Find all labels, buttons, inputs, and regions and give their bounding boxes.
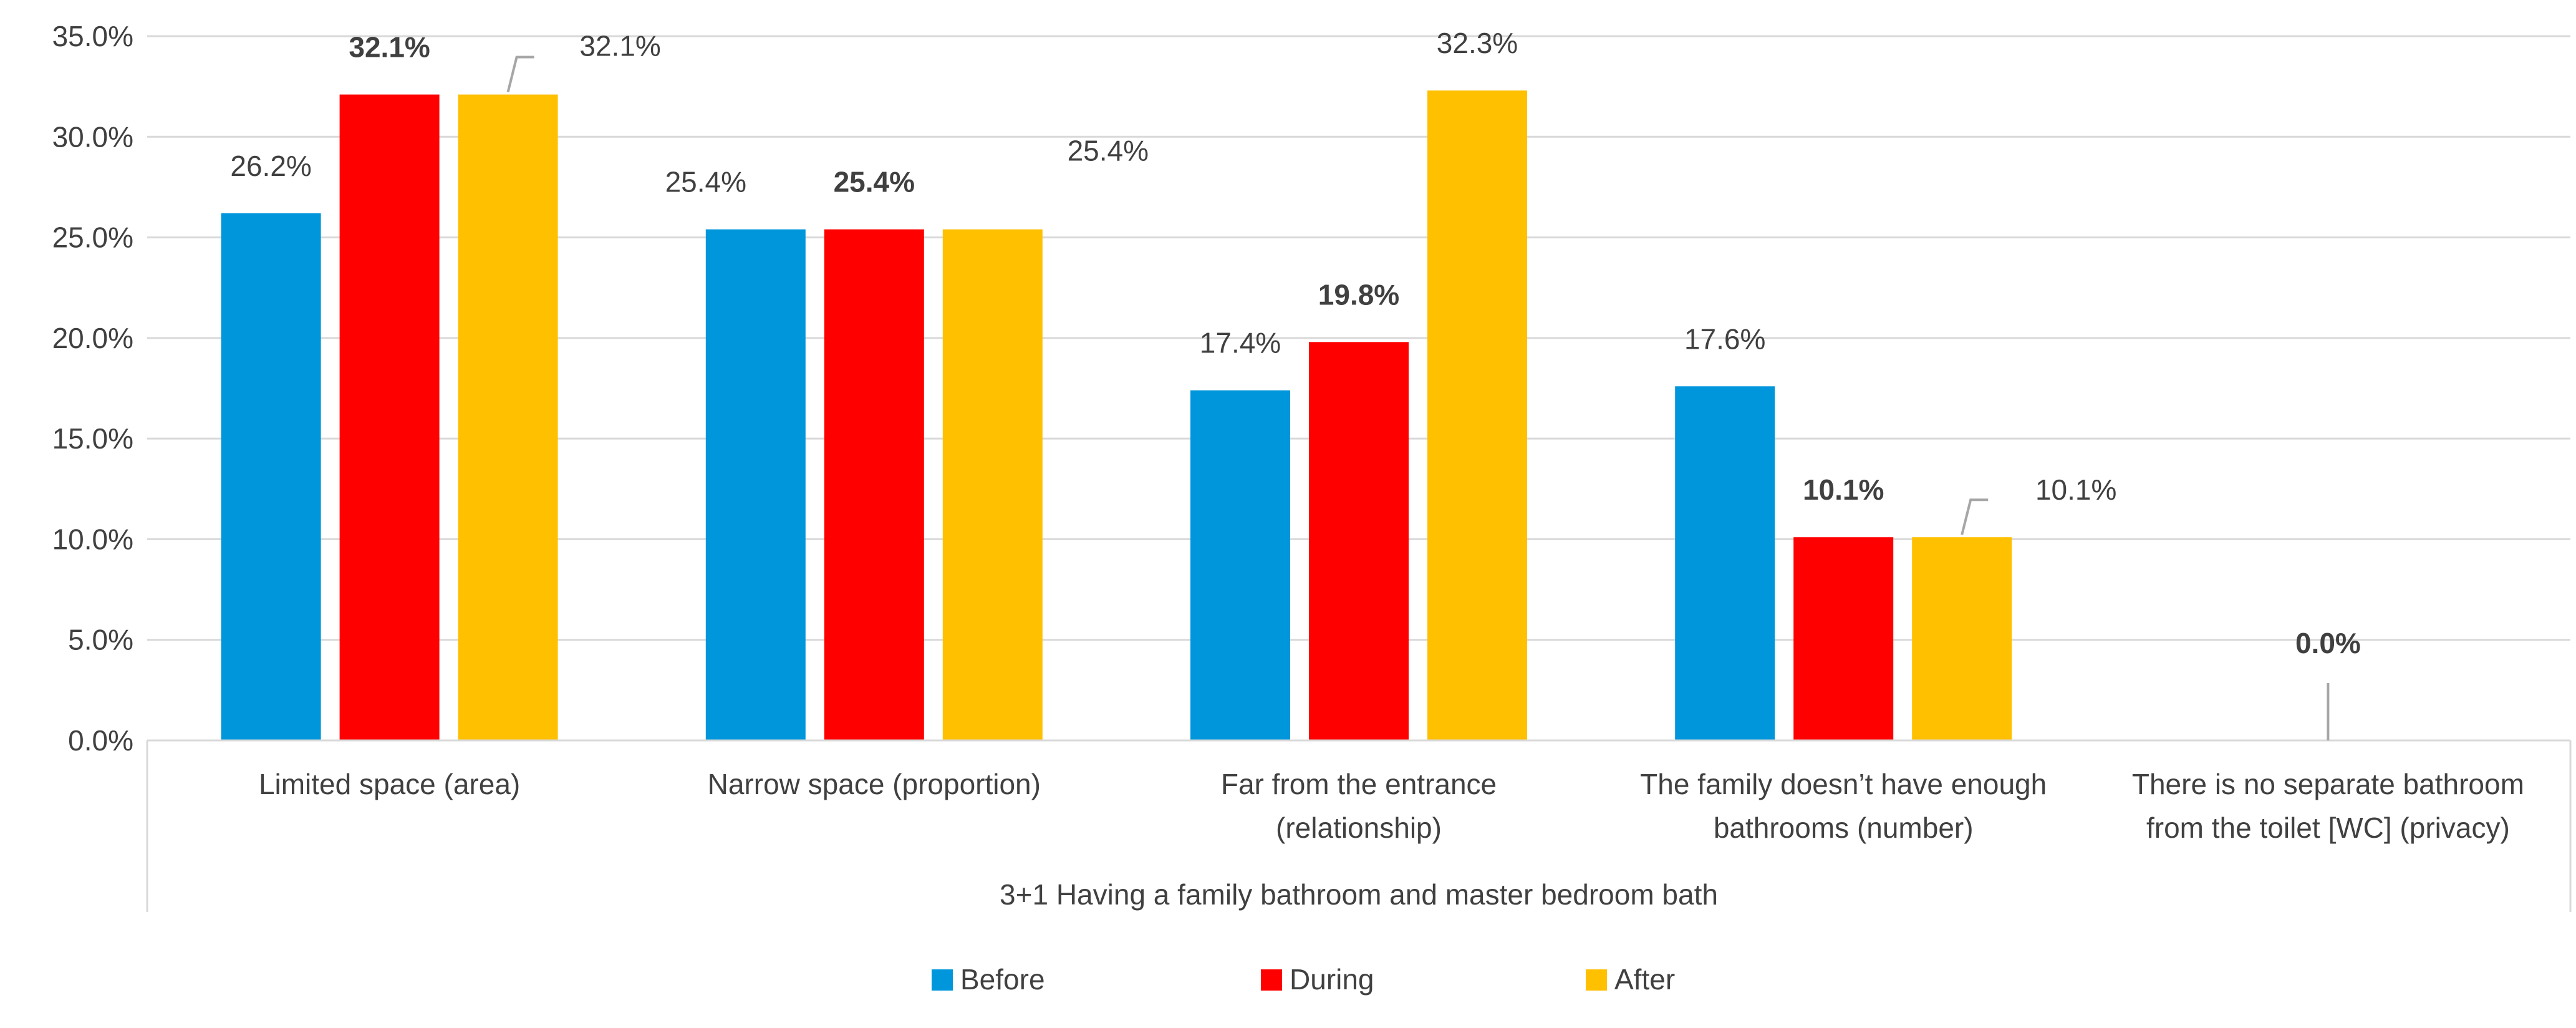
- y-tick-label: 0.0%: [68, 724, 133, 757]
- data-label-during: 25.4%: [834, 166, 915, 198]
- data-label-before: 26.2%: [230, 150, 311, 182]
- legend-label-during: During: [1290, 963, 1374, 996]
- legend-swatch-after: [1586, 969, 1607, 991]
- x-group-label: 3+1 Having a family bathroom and master …: [1000, 878, 1718, 911]
- y-tick-label: 10.0%: [52, 523, 133, 555]
- bar-before: [705, 229, 806, 740]
- data-label-during: 10.1%: [1803, 473, 1884, 506]
- x-tick-label: Narrow space (proportion): [708, 768, 1041, 800]
- bar-during: [1793, 537, 1894, 740]
- x-tick-label: Limited space (area): [259, 768, 520, 800]
- x-tick-label: The family doesn’t have enough: [1640, 768, 2047, 800]
- label-leader-line: [506, 56, 534, 93]
- x-tick-label: bathrooms (number): [1714, 812, 1974, 844]
- y-tick-label: 15.0%: [52, 422, 133, 455]
- x-tick-label: There is no separate bathroom: [2132, 768, 2524, 800]
- bar-before: [221, 213, 321, 740]
- data-label-after: 10.1%: [2035, 473, 2116, 506]
- bar-before: [1675, 386, 1775, 740]
- bar-during: [824, 229, 924, 740]
- data-label-before: 17.4%: [1200, 327, 1281, 359]
- data-label-after: 32.1%: [579, 30, 660, 62]
- bar-after: [1427, 90, 1527, 741]
- bar-after: [1912, 537, 2012, 740]
- legend-swatch-during: [1261, 969, 1282, 991]
- bar-after: [942, 229, 1043, 740]
- y-tick-label: 20.0%: [52, 322, 133, 354]
- label-leader-line: [1961, 498, 1989, 535]
- y-tick-label: 30.0%: [52, 120, 133, 153]
- data-label-during: 0.0%: [2295, 627, 2361, 659]
- data-label-after: 25.4%: [1068, 135, 1149, 167]
- x-tick-label: Far from the entrance: [1221, 768, 1497, 800]
- y-tick-label: 5.0%: [68, 624, 133, 656]
- x-tick-label: (relationship): [1276, 812, 1442, 844]
- data-label-during: 19.8%: [1318, 278, 1399, 311]
- y-tick-label: 25.0%: [52, 221, 133, 254]
- y-tick-label: 35.0%: [52, 20, 133, 52]
- data-label-before: 25.4%: [665, 166, 746, 198]
- bar-after: [458, 94, 558, 741]
- legend-label-after: After: [1614, 963, 1675, 996]
- legend-swatch-before: [932, 969, 953, 991]
- bar-during: [1309, 342, 1409, 740]
- bar-during: [339, 94, 440, 741]
- data-label-during: 32.1%: [349, 31, 430, 64]
- data-label-after: 32.3%: [1437, 27, 1518, 59]
- x-tick-label: from the toilet [WC] (privacy): [2146, 812, 2510, 844]
- legend-label-before: Before: [960, 963, 1045, 996]
- bar-before: [1190, 390, 1290, 740]
- data-label-before: 17.6%: [1684, 322, 1765, 355]
